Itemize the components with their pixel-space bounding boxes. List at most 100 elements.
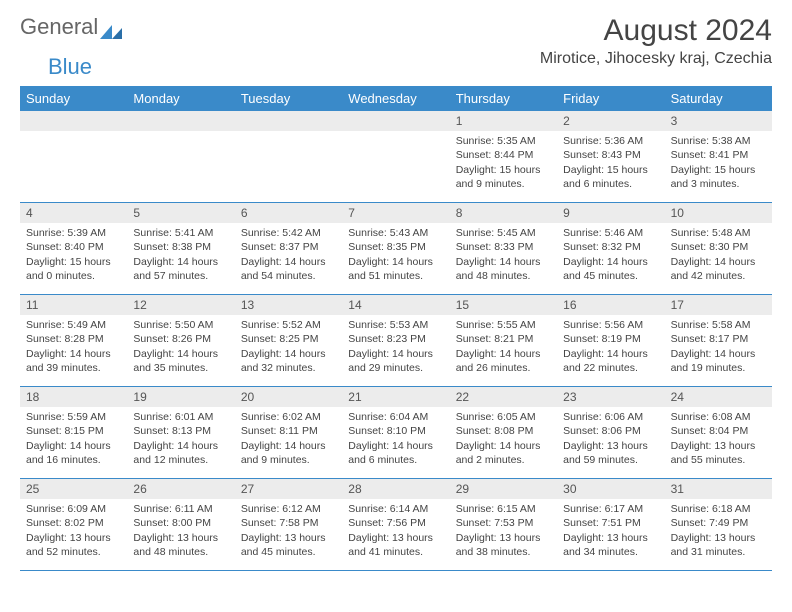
sunset-line: Sunset: 8:38 PM (133, 240, 228, 254)
sunrise-line: Sunrise: 5:39 AM (26, 226, 121, 240)
sunset-line: Sunset: 7:56 PM (348, 516, 443, 530)
sunset-line: Sunset: 8:06 PM (563, 424, 658, 438)
sunset-line: Sunset: 8:10 PM (348, 424, 443, 438)
sunset-line: Sunset: 7:49 PM (671, 516, 766, 530)
day-number: 18 (20, 387, 127, 407)
day-details: Sunrise: 6:09 AMSunset: 8:02 PMDaylight:… (20, 499, 127, 565)
daylight-line: Daylight: 14 hours and 54 minutes. (241, 255, 336, 283)
daylight-line: Daylight: 14 hours and 19 minutes. (671, 347, 766, 375)
day-details: Sunrise: 5:53 AMSunset: 8:23 PMDaylight:… (342, 315, 449, 381)
daylight-line: Daylight: 14 hours and 57 minutes. (133, 255, 228, 283)
calendar-day-cell: 7Sunrise: 5:43 AMSunset: 8:35 PMDaylight… (342, 203, 449, 295)
daylight-line: Daylight: 13 hours and 59 minutes. (563, 439, 658, 467)
day-details: Sunrise: 5:48 AMSunset: 8:30 PMDaylight:… (665, 223, 772, 289)
day-details: Sunrise: 6:11 AMSunset: 8:00 PMDaylight:… (127, 499, 234, 565)
calendar-day-cell: 30Sunrise: 6:17 AMSunset: 7:51 PMDayligh… (557, 479, 664, 571)
sunrise-line: Sunrise: 5:53 AM (348, 318, 443, 332)
calendar-day-cell: 15Sunrise: 5:55 AMSunset: 8:21 PMDayligh… (450, 295, 557, 387)
day-number: 13 (235, 295, 342, 315)
sunset-line: Sunset: 8:28 PM (26, 332, 121, 346)
calendar-day-cell: 29Sunrise: 6:15 AMSunset: 7:53 PMDayligh… (450, 479, 557, 571)
calendar-day-cell: 10Sunrise: 5:48 AMSunset: 8:30 PMDayligh… (665, 203, 772, 295)
day-number: 29 (450, 479, 557, 499)
calendar-day-cell: 13Sunrise: 5:52 AMSunset: 8:25 PMDayligh… (235, 295, 342, 387)
day-number: 19 (127, 387, 234, 407)
calendar-day-cell: 25Sunrise: 6:09 AMSunset: 8:02 PMDayligh… (20, 479, 127, 571)
calendar-day-cell: 6Sunrise: 5:42 AMSunset: 8:37 PMDaylight… (235, 203, 342, 295)
calendar-grid: 1Sunrise: 5:35 AMSunset: 8:44 PMDaylight… (20, 111, 772, 571)
day-number: 1 (450, 111, 557, 131)
day-details: Sunrise: 5:56 AMSunset: 8:19 PMDaylight:… (557, 315, 664, 381)
calendar-empty-cell (127, 111, 234, 203)
sunset-line: Sunset: 8:00 PM (133, 516, 228, 530)
calendar-day-cell: 18Sunrise: 5:59 AMSunset: 8:15 PMDayligh… (20, 387, 127, 479)
weekday-tuesday: Tuesday (235, 86, 342, 111)
calendar-day-cell: 8Sunrise: 5:45 AMSunset: 8:33 PMDaylight… (450, 203, 557, 295)
sunrise-line: Sunrise: 5:46 AM (563, 226, 658, 240)
sunset-line: Sunset: 8:13 PM (133, 424, 228, 438)
daylight-line: Daylight: 13 hours and 31 minutes. (671, 531, 766, 559)
sunrise-line: Sunrise: 6:01 AM (133, 410, 228, 424)
daylight-line: Daylight: 14 hours and 48 minutes. (456, 255, 551, 283)
calendar-day-cell: 1Sunrise: 5:35 AMSunset: 8:44 PMDaylight… (450, 111, 557, 203)
calendar-empty-cell (342, 111, 449, 203)
sunrise-line: Sunrise: 5:41 AM (133, 226, 228, 240)
daylight-line: Daylight: 13 hours and 38 minutes. (456, 531, 551, 559)
day-details: Sunrise: 6:02 AMSunset: 8:11 PMDaylight:… (235, 407, 342, 473)
day-number: 15 (450, 295, 557, 315)
day-number: 28 (342, 479, 449, 499)
sunrise-line: Sunrise: 5:56 AM (563, 318, 658, 332)
logo-text-blue: Blue (48, 54, 92, 80)
day-number: 21 (342, 387, 449, 407)
day-number: 26 (127, 479, 234, 499)
calendar-empty-cell (20, 111, 127, 203)
day-details: Sunrise: 6:01 AMSunset: 8:13 PMDaylight:… (127, 407, 234, 473)
sunset-line: Sunset: 8:25 PM (241, 332, 336, 346)
daylight-line: Daylight: 14 hours and 26 minutes. (456, 347, 551, 375)
day-number: 22 (450, 387, 557, 407)
calendar-day-cell: 27Sunrise: 6:12 AMSunset: 7:58 PMDayligh… (235, 479, 342, 571)
weekday-friday: Friday (557, 86, 664, 111)
day-details: Sunrise: 5:36 AMSunset: 8:43 PMDaylight:… (557, 131, 664, 197)
sunrise-line: Sunrise: 6:05 AM (456, 410, 551, 424)
sunset-line: Sunset: 8:08 PM (456, 424, 551, 438)
sunset-line: Sunset: 8:11 PM (241, 424, 336, 438)
day-number: 12 (127, 295, 234, 315)
sunset-line: Sunset: 7:51 PM (563, 516, 658, 530)
sunset-line: Sunset: 8:21 PM (456, 332, 551, 346)
daylight-line: Daylight: 14 hours and 16 minutes. (26, 439, 121, 467)
day-number: 10 (665, 203, 772, 223)
day-number: 24 (665, 387, 772, 407)
weekday-monday: Monday (127, 86, 234, 111)
day-details: Sunrise: 6:08 AMSunset: 8:04 PMDaylight:… (665, 407, 772, 473)
day-details: Sunrise: 5:52 AMSunset: 8:25 PMDaylight:… (235, 315, 342, 381)
day-number: 7 (342, 203, 449, 223)
location: Mirotice, Jihocesky kraj, Czechia (540, 50, 772, 68)
weekday-saturday: Saturday (665, 86, 772, 111)
weekday-wednesday: Wednesday (342, 86, 449, 111)
daylight-line: Daylight: 14 hours and 45 minutes. (563, 255, 658, 283)
sunset-line: Sunset: 8:04 PM (671, 424, 766, 438)
daylight-line: Daylight: 14 hours and 12 minutes. (133, 439, 228, 467)
calendar-day-cell: 26Sunrise: 6:11 AMSunset: 8:00 PMDayligh… (127, 479, 234, 571)
calendar-day-cell: 12Sunrise: 5:50 AMSunset: 8:26 PMDayligh… (127, 295, 234, 387)
day-number: 17 (665, 295, 772, 315)
sunrise-line: Sunrise: 5:48 AM (671, 226, 766, 240)
day-details: Sunrise: 5:38 AMSunset: 8:41 PMDaylight:… (665, 131, 772, 197)
sunset-line: Sunset: 8:26 PM (133, 332, 228, 346)
calendar-day-cell: 17Sunrise: 5:58 AMSunset: 8:17 PMDayligh… (665, 295, 772, 387)
day-details: Sunrise: 5:39 AMSunset: 8:40 PMDaylight:… (20, 223, 127, 289)
calendar-day-cell: 22Sunrise: 6:05 AMSunset: 8:08 PMDayligh… (450, 387, 557, 479)
sunset-line: Sunset: 8:40 PM (26, 240, 121, 254)
sunrise-line: Sunrise: 6:08 AM (671, 410, 766, 424)
logo: General (20, 14, 122, 40)
day-number: 11 (20, 295, 127, 315)
sunrise-line: Sunrise: 6:02 AM (241, 410, 336, 424)
sunset-line: Sunset: 7:53 PM (456, 516, 551, 530)
calendar-day-cell: 21Sunrise: 6:04 AMSunset: 8:10 PMDayligh… (342, 387, 449, 479)
calendar-day-cell: 2Sunrise: 5:36 AMSunset: 8:43 PMDaylight… (557, 111, 664, 203)
sunrise-line: Sunrise: 6:04 AM (348, 410, 443, 424)
sunrise-line: Sunrise: 6:18 AM (671, 502, 766, 516)
sunset-line: Sunset: 8:19 PM (563, 332, 658, 346)
daylight-line: Daylight: 14 hours and 22 minutes. (563, 347, 658, 375)
